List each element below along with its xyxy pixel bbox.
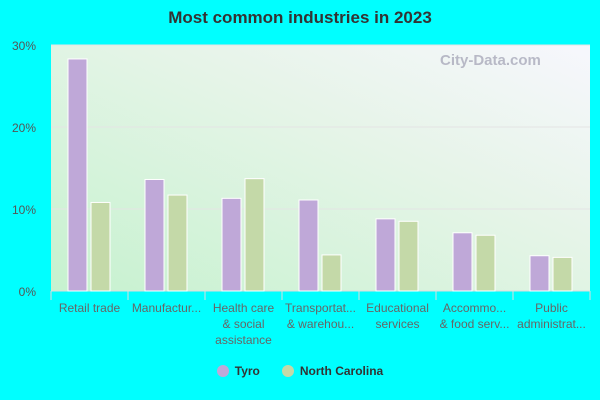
bar-tyro: [144, 178, 165, 292]
x-tick-label: assistance: [215, 333, 272, 347]
chart-title: Most common industries in 2023: [168, 8, 432, 27]
bar-tyro: [452, 232, 473, 292]
bar-tyro: [375, 218, 396, 292]
legend-label: Tyro: [234, 364, 260, 378]
x-tick-label: Health care: [213, 301, 275, 315]
bar-tyro: [529, 255, 550, 292]
x-tick-label: Educational: [366, 301, 429, 315]
bar-north-carolina: [398, 220, 419, 292]
bar-north-carolina: [167, 194, 188, 292]
bar-north-carolina: [90, 201, 111, 292]
x-tick-label: Public: [535, 301, 568, 315]
legend-swatch: [216, 365, 229, 377]
legend-item-tyro: Tyro: [216, 364, 260, 378]
bar-tyro: [298, 199, 319, 292]
x-tick-label: Manufactur...: [132, 301, 201, 315]
x-tick-label: & food serv...: [440, 317, 510, 331]
x-tick-label: administrat...: [517, 317, 586, 331]
bar-tyro: [221, 197, 242, 292]
x-tick-label: services: [375, 317, 419, 331]
bar-north-carolina: [552, 256, 573, 292]
legend-swatch: [281, 365, 294, 377]
bar-north-carolina: [244, 178, 265, 292]
legend-label: North Carolina: [299, 364, 384, 378]
x-tick-label: & social: [222, 317, 264, 331]
bar-tyro: [67, 58, 88, 292]
x-tick-label: & warehou...: [287, 317, 354, 331]
x-tick-label: Retail trade: [59, 301, 121, 315]
plot-area: [51, 45, 590, 291]
bar-north-carolina: [321, 254, 342, 292]
watermark: City-Data.com: [440, 52, 541, 69]
legend: Tyro North Carolina: [0, 364, 600, 378]
y-tick-label: 20%: [12, 121, 36, 135]
y-tick-label: 10%: [12, 203, 36, 217]
bar-north-carolina: [475, 234, 496, 292]
y-tick-label: 0%: [19, 285, 37, 299]
y-tick-label: 30%: [12, 39, 36, 53]
x-tick-label: Accommo...: [443, 301, 506, 315]
legend-item-north-carolina: North Carolina: [281, 364, 384, 378]
x-tick-label: Transportat...: [285, 301, 356, 315]
